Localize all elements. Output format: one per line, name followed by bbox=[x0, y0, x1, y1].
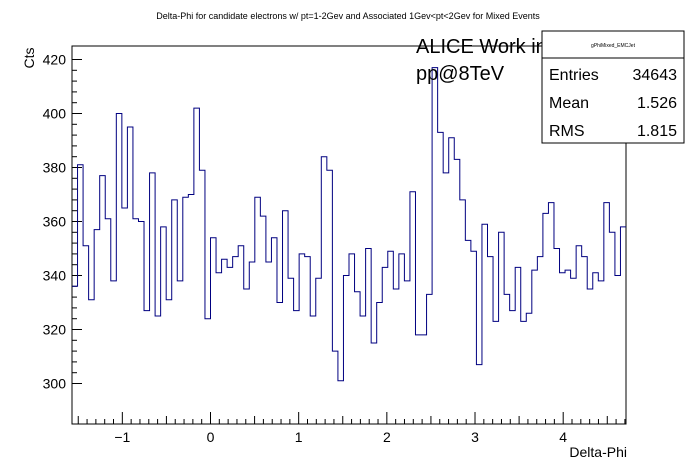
stats-box: gPhiMixed_EMCJet Entries 34643 Mean 1.52… bbox=[541, 30, 685, 144]
stats-mean-label: Mean bbox=[549, 95, 589, 112]
annotation-energy: pp@8TeV bbox=[416, 63, 505, 85]
y-axis-label: Cts bbox=[21, 48, 37, 69]
x-tick-label: 1 bbox=[295, 429, 303, 445]
x-tick-label: 4 bbox=[559, 429, 567, 445]
x-axis: −1 0 1 2 3 4 bbox=[77, 412, 626, 445]
x-tick-label: −1 bbox=[114, 429, 130, 445]
chart-title: Delta-Phi for candidate electrons w/ pt=… bbox=[156, 11, 540, 21]
stats-rms-value: 1.815 bbox=[637, 123, 677, 140]
stats-mean-value: 1.526 bbox=[637, 95, 677, 112]
x-tick-label: 2 bbox=[383, 429, 391, 445]
x-axis-label: Delta-Phi bbox=[569, 444, 627, 460]
stats-box-name: gPhiMixed_EMCJet bbox=[591, 43, 636, 49]
stats-entries-label: Entries bbox=[549, 67, 599, 84]
x-tick-label: 0 bbox=[207, 429, 215, 445]
y-axis: 300 320 340 360 380 400 420 bbox=[43, 52, 82, 392]
y-tick-label: 380 bbox=[43, 160, 67, 176]
y-tick-label: 340 bbox=[43, 268, 67, 284]
y-tick-label: 300 bbox=[43, 376, 67, 392]
histogram-line bbox=[72, 67, 626, 382]
stats-rms-label: RMS bbox=[549, 123, 585, 140]
y-tick-label: 400 bbox=[43, 106, 67, 122]
plot-frame bbox=[71, 45, 627, 425]
y-tick-label: 420 bbox=[43, 52, 67, 68]
x-tick-label: 3 bbox=[471, 429, 479, 445]
stats-box-frame bbox=[541, 30, 685, 144]
stats-entries-value: 34643 bbox=[633, 67, 678, 84]
y-tick-label: 360 bbox=[43, 214, 67, 230]
y-tick-label: 320 bbox=[43, 322, 67, 338]
